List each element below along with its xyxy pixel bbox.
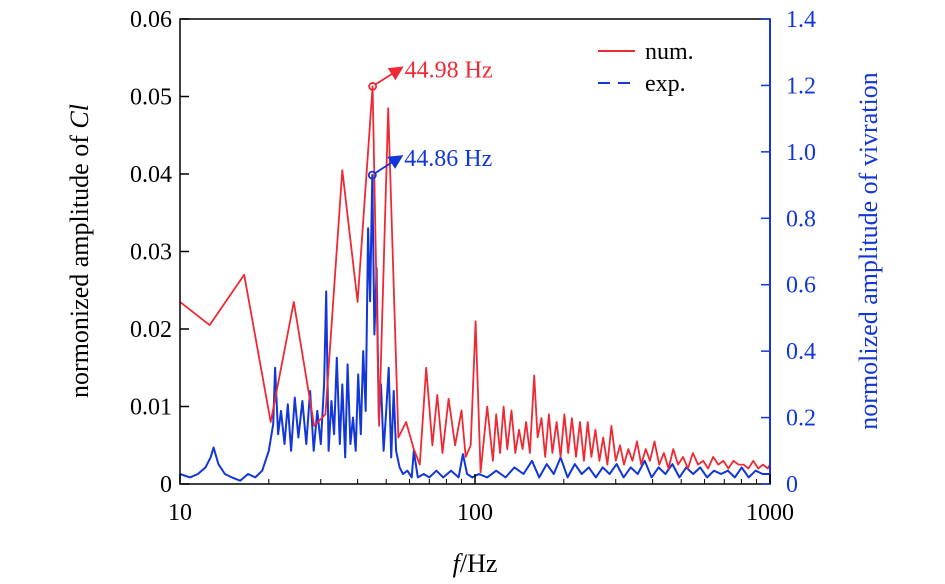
- legend: num. exp.: [598, 39, 694, 97]
- y-left-tick-label: 0.03: [130, 240, 172, 266]
- y-right-tick-label: 1.2: [786, 73, 816, 99]
- y-left-ticks: 0 0.01 0.02 0.03 0.04 0.05 0.06: [130, 7, 189, 498]
- annotations: 44.98 Hz 44.86 Hz: [367, 57, 493, 180]
- y-right-tick-label: 0.4: [786, 339, 816, 365]
- series-line-exp: [179, 174, 770, 482]
- y-right-tick-label: 0: [786, 472, 798, 498]
- plot-lines: [179, 85, 771, 482]
- y-left-axis-title: normonized amplitude of Cl: [65, 104, 94, 398]
- y-left-tick-label: 0: [160, 472, 172, 498]
- y-right-axis-title: normolized amplitude of vivration: [854, 72, 883, 429]
- y-left-tick-label: 0.01: [130, 395, 172, 421]
- peak-arrow: [374, 66, 404, 86]
- y-right-tick-label: 0.8: [786, 206, 816, 232]
- x-tick-label: 10: [168, 500, 192, 526]
- x-tick-label: 100: [457, 500, 493, 526]
- y-right-tick-label: 1.0: [786, 140, 816, 166]
- series-line-num: [179, 85, 771, 474]
- y-right-ticks: 0 0.2 0.4 0.6 0.8 1.0 1.2 1.4: [761, 7, 816, 498]
- peak-marker: [367, 170, 377, 180]
- peak-arrow: [373, 155, 404, 175]
- legend-label-exp: exp.: [645, 71, 686, 97]
- legend-label-num: num.: [645, 39, 694, 65]
- x-axis-title: f/Hz: [453, 549, 498, 578]
- y-left-tick-label: 0.04: [130, 162, 172, 188]
- y-left-tick-label: 0.06: [130, 7, 172, 33]
- peak-label: 44.86 Hz: [404, 146, 492, 172]
- y-right-tick-label: 1.4: [786, 7, 816, 33]
- y-right-tick-label: 0.6: [786, 273, 816, 299]
- peak-marker: [368, 82, 378, 91]
- x-ticks: 10 100 1000: [168, 474, 794, 526]
- x-tick-label: 1000: [746, 500, 794, 526]
- peak-label: 44.98 Hz: [405, 57, 493, 83]
- y-right-tick-label: 0.2: [786, 406, 816, 432]
- y-left-tick-label: 0.02: [130, 317, 172, 343]
- y-left-tick-label: 0.05: [130, 85, 172, 111]
